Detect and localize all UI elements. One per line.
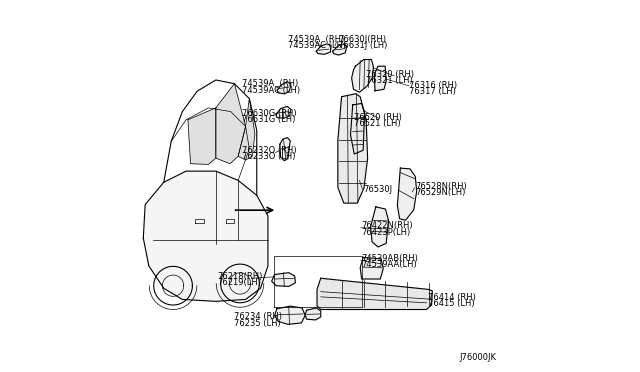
Polygon shape — [317, 278, 433, 310]
Polygon shape — [216, 84, 246, 164]
Polygon shape — [143, 171, 268, 301]
Polygon shape — [374, 66, 386, 91]
Text: 76233O (LH): 76233O (LH) — [242, 152, 296, 161]
Polygon shape — [305, 308, 321, 320]
Polygon shape — [360, 257, 383, 279]
Text: 76316 (RH): 76316 (RH) — [410, 81, 458, 90]
Polygon shape — [280, 138, 291, 161]
Text: 76321 (LH): 76321 (LH) — [367, 76, 413, 85]
Text: 76415 (LH): 76415 (LH) — [428, 299, 474, 308]
Text: 76234 (RH): 76234 (RH) — [234, 312, 282, 321]
Polygon shape — [277, 82, 291, 94]
Polygon shape — [275, 306, 305, 324]
Text: J76000JK: J76000JK — [460, 353, 497, 362]
Text: 76422N(RH): 76422N(RH) — [362, 221, 413, 230]
Text: 76630G (RH): 76630G (RH) — [242, 109, 296, 118]
Text: 76232O (RH): 76232O (RH) — [242, 146, 296, 155]
Text: 76320 (RH): 76320 (RH) — [367, 70, 415, 79]
Polygon shape — [276, 106, 291, 118]
Text: 74539AA(LH): 74539AA(LH) — [362, 260, 417, 269]
Text: 76521 (LH): 76521 (LH) — [354, 119, 401, 128]
Text: 76529N(LH): 76529N(LH) — [415, 188, 465, 197]
Polygon shape — [333, 44, 347, 55]
Text: 76218(RH): 76218(RH) — [218, 272, 263, 280]
Text: 74539AC (LH): 74539AC (LH) — [289, 41, 346, 50]
Polygon shape — [397, 168, 417, 220]
Polygon shape — [351, 60, 374, 92]
Polygon shape — [351, 103, 365, 154]
Polygon shape — [316, 44, 331, 54]
Text: 76528N(RH): 76528N(RH) — [415, 182, 467, 190]
Polygon shape — [338, 94, 367, 203]
Polygon shape — [371, 207, 388, 247]
Polygon shape — [188, 108, 216, 164]
Text: 76630J(RH): 76630J(RH) — [338, 35, 386, 44]
Polygon shape — [238, 99, 255, 160]
Text: 74539AC (LH): 74539AC (LH) — [242, 86, 300, 94]
Text: 76530J: 76530J — [364, 185, 393, 194]
Polygon shape — [271, 273, 296, 286]
Text: 76317 (LH): 76317 (LH) — [410, 87, 456, 96]
Text: 76631J (LH): 76631J (LH) — [338, 41, 387, 50]
Text: 76219(LH): 76219(LH) — [218, 278, 262, 287]
Text: 76631G (LH): 76631G (LH) — [242, 115, 295, 124]
Text: 76414 (RH): 76414 (RH) — [428, 293, 476, 302]
Text: 76520 (RH): 76520 (RH) — [354, 113, 402, 122]
Text: 76423P(LH): 76423P(LH) — [362, 228, 411, 237]
Text: 74539A  (RH): 74539A (RH) — [289, 35, 344, 44]
Text: 74539A  (RH): 74539A (RH) — [242, 79, 298, 88]
Text: 76235 (LH): 76235 (LH) — [234, 319, 281, 328]
Text: 74539AB(RH): 74539AB(RH) — [362, 254, 419, 263]
